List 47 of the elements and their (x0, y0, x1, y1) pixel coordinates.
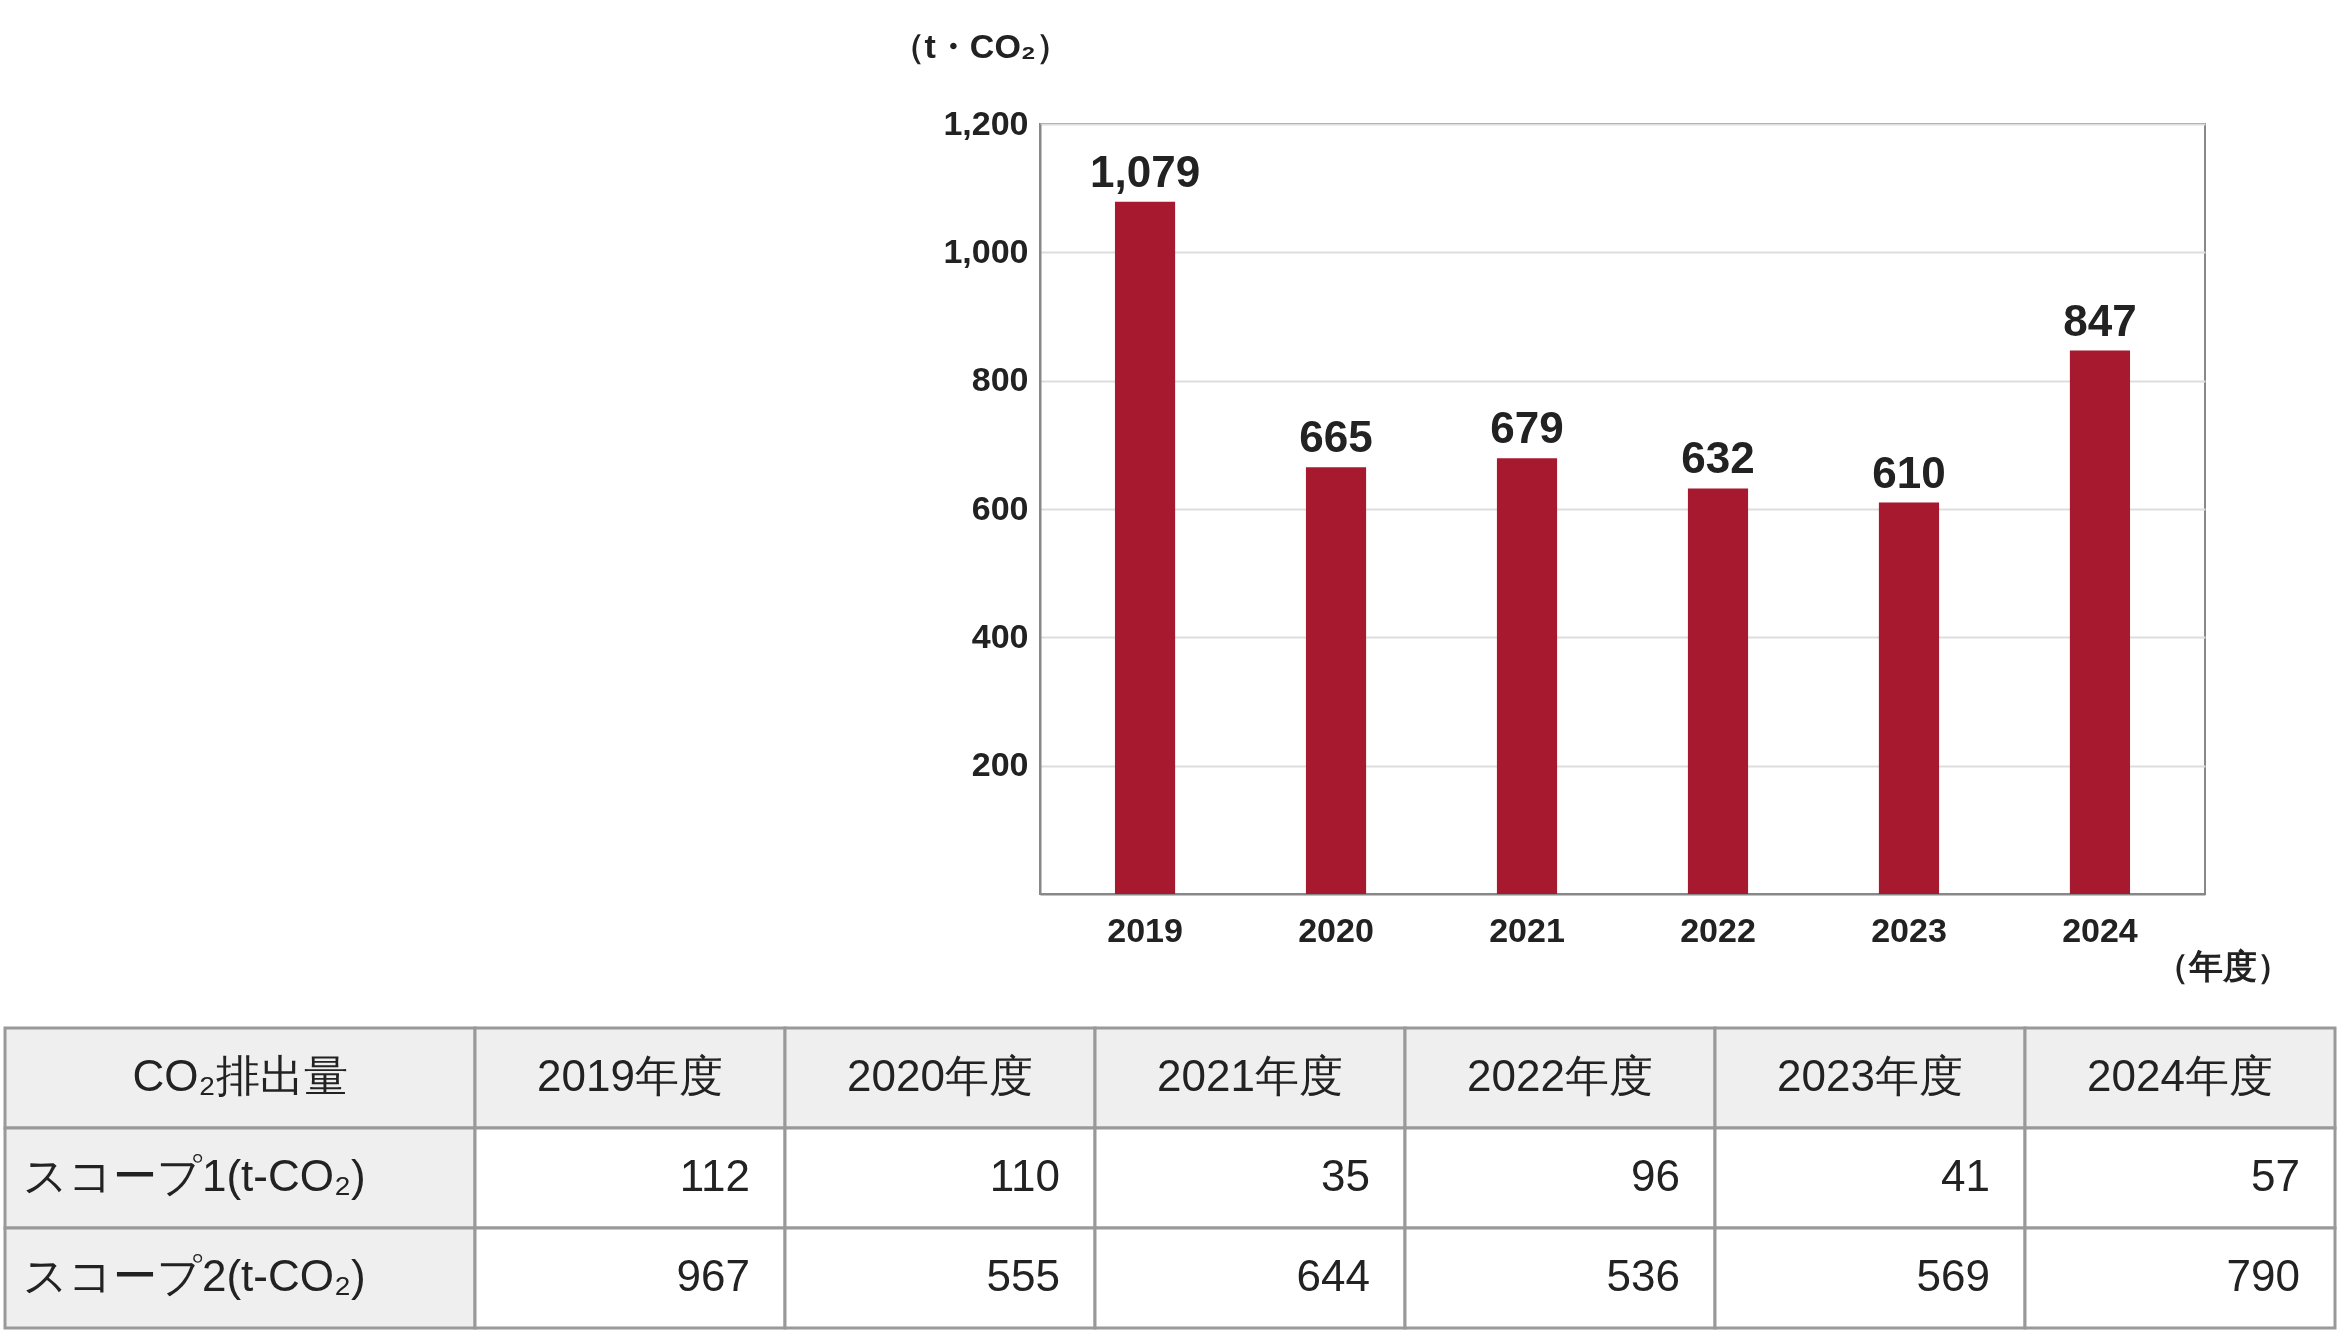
bar (1687, 488, 1749, 894)
bar (2069, 350, 2131, 894)
data-label: 57 (2251, 1151, 2300, 1200)
y-tick-label: 1,000 (943, 231, 1029, 270)
data-label: 41 (1941, 1151, 1990, 1200)
x-tick-label: 2020 (1298, 910, 1374, 949)
data-label: 96 (1631, 1151, 1680, 1200)
x-axis-title: （年度） (2154, 946, 2291, 985)
x-tick-label: 2024 (2062, 910, 2138, 949)
y-tick-label: スコープ1(t-CO₂) (23, 1151, 366, 1200)
chart-title: CO₂排出量 (132, 1051, 348, 1100)
bar (1496, 458, 1558, 894)
y-tick-label: スコープ2(t-CO₂) (23, 1251, 366, 1300)
data-label: 555 (986, 1251, 1060, 1300)
x-tick-label: 2023年度 (1777, 1051, 1963, 1100)
data-label: 112 (679, 1151, 750, 1200)
x-tick-label: 2022 (1680, 910, 1756, 949)
data-label: 665 (1299, 412, 1373, 462)
x-tick-label: 2022年度 (1467, 1051, 1653, 1100)
data-label: 967 (676, 1251, 750, 1300)
data-label: 35 (1321, 1151, 1370, 1200)
x-tick-label: 2019 (1107, 910, 1183, 949)
data-label: 632 (1681, 433, 1755, 483)
y-axis-title: （t・CO₂） (890, 26, 1070, 65)
bar (1114, 201, 1176, 894)
data-label: 536 (1606, 1251, 1680, 1300)
x-tick-label: 2019年度 (537, 1051, 723, 1100)
y-tick-label: 800 (971, 360, 1029, 399)
x-tick-label: 2020年度 (847, 1051, 1033, 1100)
data-label: 644 (1296, 1251, 1370, 1300)
y-tick-label: 600 (971, 488, 1029, 527)
y-tick-label: 1,200 (943, 103, 1029, 142)
bar (1305, 467, 1367, 894)
data-label: 110 (989, 1151, 1060, 1200)
data-label: 847 (2063, 295, 2137, 345)
y-tick-label: 400 (971, 616, 1029, 655)
data-label: 679 (1490, 403, 1564, 453)
y-tick-label: 200 (971, 745, 1029, 784)
data-label: 790 (2226, 1251, 2300, 1300)
data-label: 610 (1872, 447, 1946, 497)
x-tick-label: 2021年度 (1157, 1051, 1343, 1100)
x-tick-label: 2021 (1489, 910, 1565, 949)
x-tick-label: 2024年度 (2087, 1051, 2273, 1100)
x-tick-label: 2023 (1871, 910, 1947, 949)
bar (1878, 502, 1940, 894)
data-label: 569 (1916, 1251, 1990, 1300)
data-label: 1,079 (1089, 146, 1201, 196)
